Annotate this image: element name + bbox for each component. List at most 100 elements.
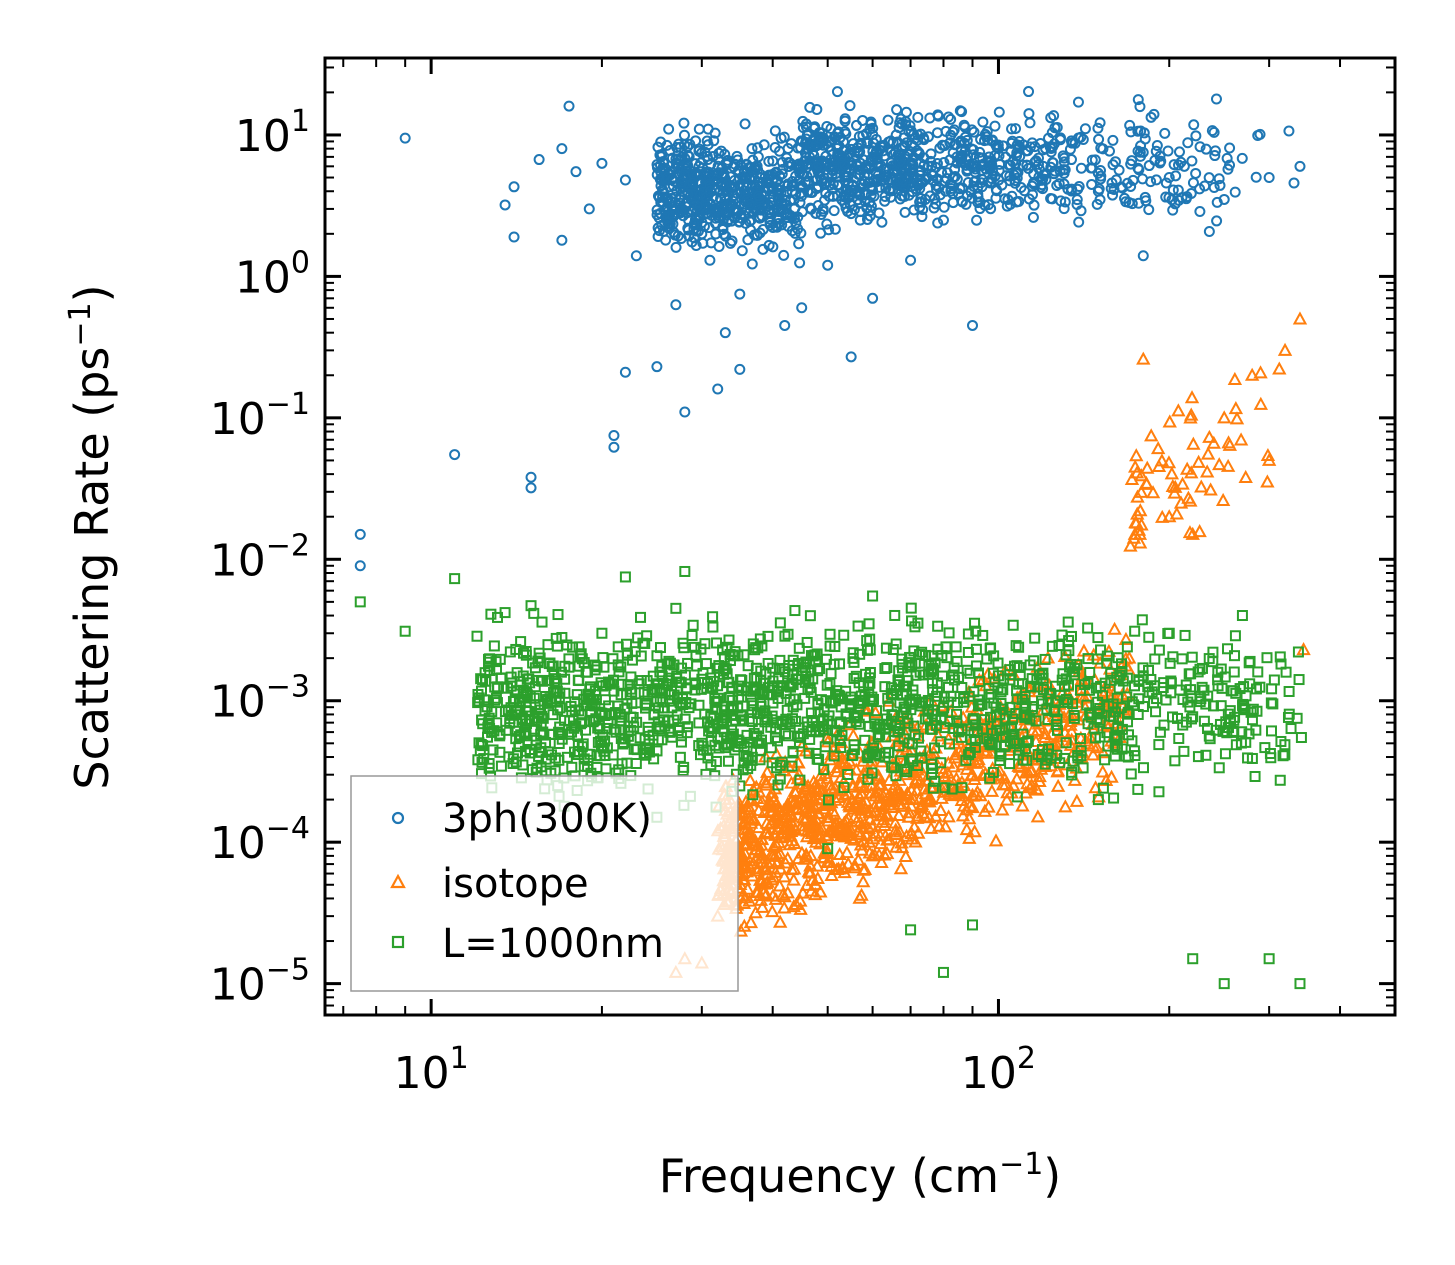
boundary-point xyxy=(963,749,975,761)
isotope-point xyxy=(873,795,888,809)
3ph-point xyxy=(746,258,758,270)
isotope-point xyxy=(795,885,811,899)
3ph-point xyxy=(679,406,691,418)
isotope-point xyxy=(829,764,845,778)
isotope-point xyxy=(903,792,918,806)
3ph-point xyxy=(670,299,682,311)
isotope-point xyxy=(1277,342,1293,356)
isotope-point xyxy=(806,821,821,835)
boundary-point xyxy=(862,773,874,785)
boundary-point xyxy=(1153,644,1165,656)
boundary-point xyxy=(625,724,637,736)
3ph-point xyxy=(967,319,979,331)
boundary-point xyxy=(1136,614,1148,626)
boundary-point xyxy=(864,633,876,645)
boundary-point xyxy=(1082,622,1094,634)
isotope-point xyxy=(832,846,847,861)
boundary-point xyxy=(782,730,794,742)
boundary-point xyxy=(950,641,962,653)
isotope-point xyxy=(1150,441,1166,455)
isotope-point xyxy=(851,788,867,802)
isotope-point xyxy=(837,787,852,801)
boundary-point xyxy=(852,620,864,632)
y-axis-label: Scattering Rate (ps−1) xyxy=(63,284,119,789)
isotope-point xyxy=(1091,789,1106,803)
3ph-point xyxy=(821,218,833,230)
isotope-point xyxy=(1107,621,1122,635)
y-tick-labels: 101 100 10−1 10−2 10−3 10−4 10−5 xyxy=(210,104,310,1011)
boundary-point xyxy=(1108,792,1120,804)
isotope-point xyxy=(766,793,781,807)
isotope-point xyxy=(995,802,1010,816)
isotope-point xyxy=(910,719,925,733)
boundary-point xyxy=(848,672,860,684)
boundary-point xyxy=(1249,770,1261,782)
isotope-point xyxy=(746,782,761,796)
boundary-point xyxy=(687,619,699,631)
isotope-point xyxy=(1161,455,1177,469)
isotope-point xyxy=(1118,631,1134,645)
boundary-point xyxy=(1094,702,1106,714)
boundary-point xyxy=(1212,666,1224,678)
boundary-point xyxy=(1092,696,1104,708)
3ph-point xyxy=(399,132,411,144)
isotope-point xyxy=(813,774,829,788)
boundary-point xyxy=(670,602,682,614)
isotope-point xyxy=(901,809,916,823)
isotope-point xyxy=(1184,407,1199,421)
isotope-point xyxy=(764,872,780,886)
3ph-point xyxy=(1236,152,1248,164)
3ph-point xyxy=(556,143,568,155)
isotope-point xyxy=(805,872,820,886)
boundary-point xyxy=(771,762,783,774)
3ph-point xyxy=(1283,125,1295,137)
isotope-point xyxy=(1182,525,1198,539)
3ph-point xyxy=(942,111,954,123)
boundary-point xyxy=(789,605,801,617)
isotope-point xyxy=(822,854,838,868)
boundary-point xyxy=(1228,666,1240,678)
3ph-point xyxy=(525,471,537,483)
isotope-point xyxy=(1032,773,1047,787)
boundary-point xyxy=(772,779,784,791)
isotope-point xyxy=(1229,411,1245,425)
boundary-point xyxy=(1092,632,1104,644)
3ph-point xyxy=(905,254,917,266)
isotope-point xyxy=(749,842,764,856)
3ph-point xyxy=(619,174,631,186)
boundary-point xyxy=(597,742,609,754)
boundary-point xyxy=(1222,722,1234,734)
isotope-point xyxy=(865,819,880,833)
isotope-point xyxy=(1162,509,1177,523)
isotope-point xyxy=(1202,429,1217,443)
isotope-point xyxy=(995,777,1011,791)
3ph-point xyxy=(608,441,620,453)
isotope-point xyxy=(1253,396,1269,410)
isotope-point xyxy=(889,839,904,853)
isotope-point xyxy=(735,850,751,864)
boundary-point xyxy=(635,611,647,623)
boundary-point xyxy=(1125,768,1137,780)
isotope-point xyxy=(1215,492,1231,506)
isotope-point xyxy=(853,778,868,792)
isotope-point xyxy=(1129,448,1144,462)
boundary-point xyxy=(719,712,731,724)
isotope-point xyxy=(780,885,795,899)
3ph-point xyxy=(563,100,575,112)
isotope-point xyxy=(872,776,887,790)
isotope-point xyxy=(893,861,909,875)
3ph-point xyxy=(739,118,751,130)
isotope-point xyxy=(842,799,858,813)
boundary-point xyxy=(566,726,578,738)
boundary-point xyxy=(967,713,979,725)
isotope-point xyxy=(1018,785,1033,799)
boundary-point xyxy=(558,714,570,726)
3ph-point xyxy=(570,166,582,178)
isotope-point xyxy=(1261,452,1277,466)
boundary-point xyxy=(1071,659,1083,671)
3ph-point xyxy=(354,560,366,572)
boundary-point xyxy=(850,670,862,682)
isotope-point xyxy=(909,783,925,797)
isotope-point xyxy=(849,762,864,776)
boundary-point xyxy=(678,761,690,773)
